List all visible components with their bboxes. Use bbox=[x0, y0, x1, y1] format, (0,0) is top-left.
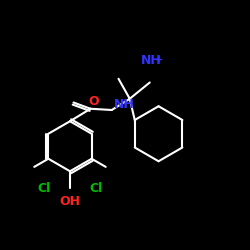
Text: Cl: Cl bbox=[90, 182, 103, 195]
Text: Cl: Cl bbox=[37, 182, 51, 195]
Text: NH: NH bbox=[141, 54, 162, 66]
Text: O: O bbox=[88, 95, 99, 108]
Text: +: + bbox=[155, 55, 163, 65]
Text: NH: NH bbox=[114, 98, 134, 112]
Text: OH: OH bbox=[60, 195, 80, 208]
